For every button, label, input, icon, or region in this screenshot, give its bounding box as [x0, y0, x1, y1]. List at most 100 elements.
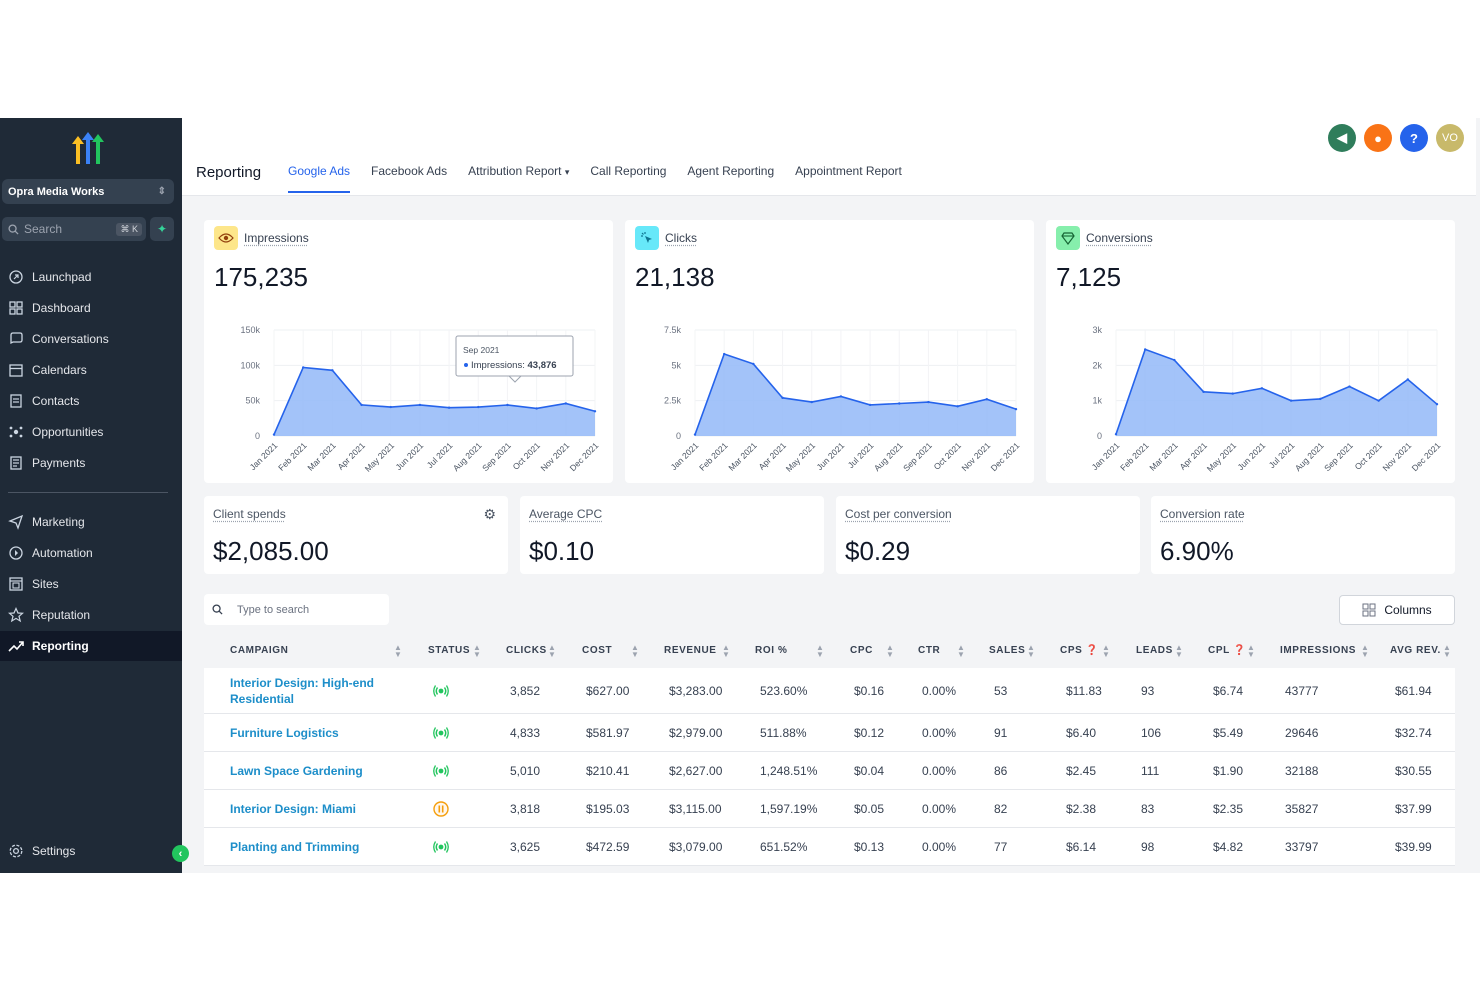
column-header-sales[interactable]: SALES [989, 645, 1026, 656]
sort-icon[interactable]: ▲ ▼ [394, 643, 403, 659]
table-row[interactable]: Lawn Space Gardening 5,010 $210.41 $2,627.0… [204, 752, 1455, 790]
column-header-cps[interactable]: CPS ❓ [1060, 645, 1099, 656]
account-name: Opra Media Works [8, 185, 105, 198]
sort-icon[interactable]: ▲ ▼ [722, 643, 731, 659]
tab-google-ads[interactable]: Google Ads [288, 164, 351, 193]
column-header-roi[interactable]: ROI % [755, 645, 788, 656]
sort-icon[interactable]: ▲ ▼ [1175, 643, 1184, 659]
conversions-card: Conversions 7,125 0 1k 2k 3k Jan 2021 Feb 202… [1046, 220, 1455, 483]
cell-clicks: 3,818 [510, 802, 541, 816]
info-icon[interactable]: ❓ [1085, 645, 1099, 656]
column-header-status[interactable]: STATUS [428, 645, 471, 656]
sidebar-item-sites[interactable]: Sites [0, 569, 182, 599]
cell-roi: 523.60% [760, 684, 808, 698]
table-row[interactable]: Planting and Trimming 3,625 $472.59 $3,079.… [204, 828, 1455, 866]
account-switcher[interactable]: Opra Media Works ⇕ [2, 179, 174, 204]
notifications-button[interactable]: ● [1364, 124, 1392, 152]
sort-icon[interactable]: ▲ ▼ [886, 643, 895, 659]
campaign-link[interactable]: Lawn Space Gardening [230, 764, 363, 778]
data-point [956, 405, 959, 408]
chevron-down-icon: ▾ [564, 167, 570, 177]
column-header-avg-rev[interactable]: AVG REV. [1390, 645, 1441, 656]
columns-button[interactable]: Columns [1339, 595, 1455, 625]
table-search-input[interactable]: Type to search [204, 594, 389, 625]
campaign-link[interactable]: Interior Design: High-end Residential [230, 676, 374, 706]
sidebar-item-opportunities[interactable]: Opportunities [0, 417, 182, 447]
sort-icon[interactable]: ▲ ▼ [1361, 643, 1370, 659]
tab-appointment-report[interactable]: Appointment Report [795, 164, 902, 193]
column-header-cpl[interactable]: CPL ❓ [1208, 645, 1246, 656]
tab-agent-reporting[interactable]: Agent Reporting [687, 164, 774, 193]
cell-cost: $581.97 [586, 726, 630, 740]
sort-icon[interactable]: ▲ ▼ [631, 643, 640, 659]
campaign-link[interactable]: Planting and Trimming [230, 840, 360, 854]
tab-attribution-report[interactable]: Attribution Report ▾ [468, 164, 569, 193]
sidebar-item-automation[interactable]: Automation [0, 538, 182, 568]
sort-icon[interactable]: ▲ ▼ [1027, 643, 1036, 659]
column-header-cost[interactable]: COST [582, 645, 613, 656]
sort-icon[interactable]: ▲ ▼ [1443, 643, 1452, 659]
kpi-value: $2,085.00 [213, 536, 329, 566]
info-icon[interactable]: ❓ [1233, 645, 1247, 656]
cell-cost: $472.59 [586, 840, 630, 854]
cell-roi: 1,597.19% [760, 802, 818, 816]
star-icon [8, 607, 24, 623]
table-row[interactable]: Interior Design: High-end Residential 3,8… [204, 668, 1455, 714]
campaign-link[interactable]: Furniture Logistics [230, 726, 339, 740]
sort-icon[interactable]: ▲ ▼ [1102, 643, 1111, 659]
quick-action-button[interactable]: ✦ [150, 217, 174, 241]
status-active-icon[interactable] [432, 838, 450, 859]
sidebar-item-launchpad[interactable]: Launchpad [0, 262, 182, 292]
sidebar-item-reputation[interactable]: Reputation [0, 600, 182, 630]
sidebar-item-payments[interactable]: Payments [0, 448, 182, 478]
sidebar-search[interactable]: Search ⌘ K [2, 217, 146, 241]
column-header-revenue[interactable]: REVENUE [664, 645, 717, 656]
sidebar-item-settings[interactable]: Settings [0, 836, 182, 866]
column-header-campaign[interactable]: CAMPAIGN [230, 645, 289, 656]
announcements-button[interactable]: ◀ [1328, 124, 1356, 152]
table-row[interactable]: Interior Design: Miami 3,818 $195.03 $3,115… [204, 790, 1455, 828]
help-button[interactable]: ? [1400, 124, 1428, 152]
sidebar-item-dashboard[interactable]: Dashboard [0, 293, 182, 323]
y-tick-label: 7.5k [664, 325, 682, 335]
status-active-icon[interactable] [432, 682, 450, 703]
sidebar-search-placeholder: Search [24, 222, 63, 236]
status-paused-icon[interactable] [432, 800, 450, 821]
sidebar-item-label: Conversations [32, 332, 109, 346]
table-row[interactable]: Furniture Logistics 4,833 $581.97 $2,979.00… [204, 714, 1455, 752]
calendar-icon [9, 364, 23, 377]
x-tick-label: Jan 2021 [248, 440, 280, 472]
column-header-impressions[interactable]: IMPRESSIONS [1280, 645, 1357, 656]
cell-leads: 83 [1141, 802, 1155, 816]
cell-impressions: 32188 [1285, 764, 1319, 778]
status-active-icon[interactable] [432, 762, 450, 783]
collapse-sidebar-button[interactable]: ‹ [172, 845, 189, 862]
sidebar-item-calendars[interactable]: Calendars [0, 355, 182, 385]
sort-icon[interactable]: ▲ ▼ [957, 643, 966, 659]
data-point [898, 402, 901, 405]
avatar[interactable]: VO [1436, 124, 1464, 152]
x-tick-label: Sep 2021 [480, 440, 513, 473]
sort-icon[interactable]: ▲ ▼ [548, 643, 557, 659]
sort-icon[interactable]: ▲ ▼ [816, 643, 825, 659]
status-active-icon[interactable] [432, 724, 450, 745]
column-header-clicks[interactable]: CLICKS [506, 645, 547, 656]
column-header-cpc[interactable]: CPC [850, 645, 873, 656]
gear-icon[interactable]: ⚙ [483, 506, 496, 522]
sidebar: Opra Media Works ⇕ Search ⌘ K ✦ Launchpa… [0, 118, 182, 873]
data-point [1231, 392, 1234, 395]
campaign-link[interactable]: Interior Design: Miami [230, 802, 357, 816]
sort-icon[interactable]: ▲ ▼ [1247, 643, 1256, 659]
sidebar-item-contacts[interactable]: Contacts [0, 386, 182, 416]
x-tick-label: Nov 2021 [1380, 440, 1413, 473]
column-header-ctr[interactable]: CTR [918, 645, 941, 656]
column-header-leads[interactable]: LEADS [1136, 645, 1173, 656]
data-point [868, 403, 872, 407]
tab-facebook-ads[interactable]: Facebook Ads [371, 164, 447, 193]
data-point [506, 403, 509, 407]
tab-call-reporting[interactable]: Call Reporting [590, 164, 666, 193]
sidebar-item-reporting[interactable]: Reporting [0, 631, 182, 661]
sidebar-item-marketing[interactable]: Marketing [0, 507, 182, 537]
sort-icon[interactable]: ▲ ▼ [473, 643, 482, 659]
sidebar-item-conversations[interactable]: Conversations [0, 324, 182, 354]
